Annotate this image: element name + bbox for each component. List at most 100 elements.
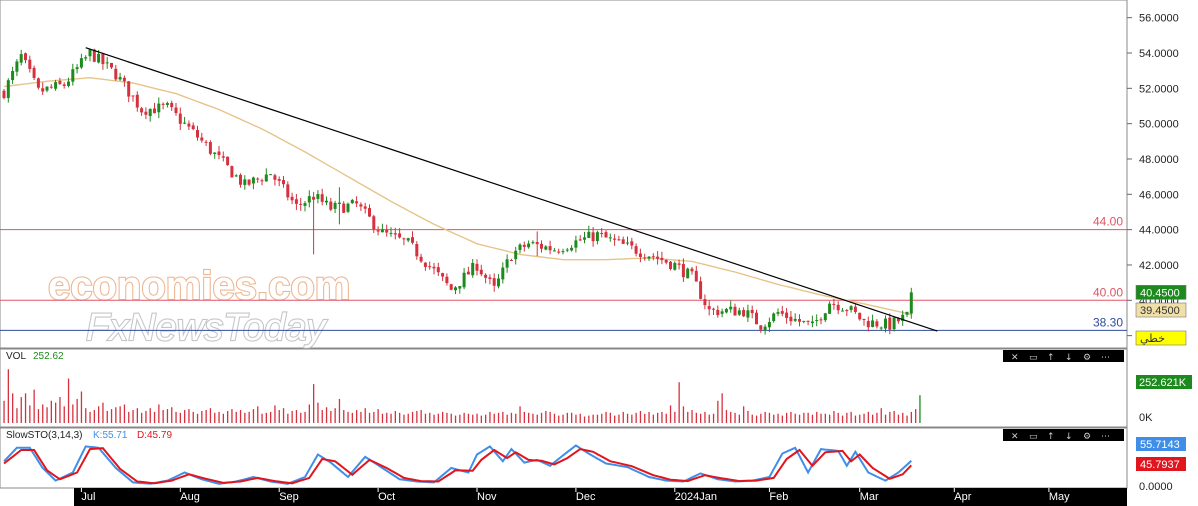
volume-bar bbox=[678, 382, 680, 423]
close-icon[interactable]: ✕ bbox=[1011, 353, 1019, 363]
volume-last-tag-label: 252.621K bbox=[1139, 377, 1187, 389]
close-icon[interactable]: ✕ bbox=[1011, 432, 1019, 442]
horizontal-levels[interactable]: 44.00 40.00 38.30 bbox=[0, 215, 1127, 331]
volume-bar bbox=[7, 369, 9, 423]
more-icon[interactable]: ⋯ bbox=[1101, 353, 1110, 363]
volume-bar bbox=[399, 412, 401, 423]
stochastic-toolbar[interactable]: ✕ ▭ ↑ ↓ ⚙ ⋯ bbox=[1003, 429, 1124, 442]
volume-bar bbox=[837, 412, 839, 423]
volume-bar bbox=[682, 406, 685, 423]
candle bbox=[312, 191, 316, 255]
candle bbox=[243, 175, 247, 190]
stochastic-panel-frame bbox=[0, 427, 1128, 489]
candle bbox=[497, 274, 500, 289]
candle bbox=[561, 248, 565, 255]
price-tick-label: 46.0000 bbox=[1139, 189, 1179, 201]
candle bbox=[58, 77, 62, 85]
candle bbox=[660, 251, 664, 265]
candle bbox=[148, 108, 152, 122]
candle bbox=[376, 226, 380, 236]
candle bbox=[471, 259, 475, 278]
volume-bar bbox=[416, 410, 418, 423]
volume-bar bbox=[596, 414, 599, 423]
candle bbox=[273, 173, 277, 186]
candle bbox=[11, 66, 15, 85]
candle bbox=[677, 259, 681, 270]
more-icon[interactable]: ⋯ bbox=[1101, 432, 1110, 442]
candle bbox=[862, 318, 866, 326]
price-panel[interactable]: 56.0000 54.0000 52.0000 50.0000 48.0000 46.00… bbox=[0, 0, 1187, 350]
candle bbox=[419, 253, 423, 263]
volume-bar bbox=[351, 412, 353, 423]
trendline[interactable] bbox=[85, 47, 938, 332]
volume-bar bbox=[915, 409, 917, 423]
candle bbox=[866, 316, 870, 332]
candle bbox=[875, 319, 879, 329]
volume-bar bbox=[635, 412, 637, 423]
volume-bar bbox=[411, 411, 414, 423]
volume-bar bbox=[631, 414, 633, 423]
price-tick-label: 52.0000 bbox=[1139, 83, 1179, 95]
volume-bar bbox=[467, 413, 470, 423]
arrow-down-icon[interactable]: ↓ bbox=[1065, 432, 1073, 442]
candle bbox=[789, 311, 793, 326]
volume-bar bbox=[50, 400, 52, 423]
volume-bar bbox=[102, 402, 104, 423]
toolbar-background bbox=[1003, 429, 1124, 441]
volume-bar bbox=[532, 413, 534, 423]
candle bbox=[269, 174, 273, 176]
arrow-up-icon[interactable]: ↑ bbox=[1047, 353, 1055, 363]
volume-bar bbox=[295, 410, 298, 423]
volume-panel[interactable]: VOL 252.62 ✕ ▭ ↑ ↓ ⚙ ⋯ 0K 252.621K bbox=[0, 348, 1192, 428]
candle bbox=[776, 308, 780, 317]
volume-bar bbox=[562, 414, 564, 423]
volume-bar bbox=[437, 413, 439, 423]
volume-bar bbox=[330, 410, 332, 423]
settings-icon[interactable]: ⚙ bbox=[1083, 353, 1091, 363]
volume-bar bbox=[687, 411, 689, 423]
volume-tick-label: 0K bbox=[1139, 412, 1153, 424]
candle bbox=[828, 301, 832, 314]
price-tick-label: 48.0000 bbox=[1139, 154, 1179, 166]
candle bbox=[557, 248, 561, 255]
volume-bar bbox=[420, 410, 422, 423]
candle bbox=[2, 88, 6, 100]
trendline-group[interactable] bbox=[85, 47, 938, 332]
candle bbox=[793, 313, 797, 322]
candle bbox=[879, 326, 883, 331]
volume-title: VOL bbox=[6, 351, 26, 362]
volume-bar bbox=[270, 411, 272, 423]
volume-bar bbox=[85, 408, 87, 423]
volume-toolbar[interactable]: ✕ ▭ ↑ ↓ ⚙ ⋯ bbox=[1003, 350, 1124, 363]
candle bbox=[475, 259, 479, 276]
stochastic-tick-label: 0.0000 bbox=[1139, 481, 1173, 493]
candle bbox=[608, 233, 612, 242]
window-icon[interactable]: ▭ bbox=[1029, 353, 1038, 363]
volume-bar bbox=[798, 414, 801, 423]
volume-bar bbox=[37, 409, 40, 423]
date-axis: Jul Aug Sep Oct Nov Dec 2024Jan Feb Mar Apr May bbox=[74, 488, 1127, 506]
volume-bar bbox=[291, 410, 293, 423]
candle bbox=[466, 266, 470, 275]
arrow-up-icon[interactable]: ↑ bbox=[1047, 432, 1055, 442]
volume-bar bbox=[867, 411, 869, 423]
arrow-down-icon[interactable]: ↓ bbox=[1065, 353, 1073, 363]
volume-bar bbox=[743, 406, 745, 423]
candle bbox=[591, 227, 595, 247]
price-tick-label: 54.0000 bbox=[1139, 48, 1179, 60]
candle bbox=[767, 317, 771, 332]
candle bbox=[746, 304, 750, 322]
volume-bar bbox=[153, 411, 156, 423]
volume-bar bbox=[162, 410, 164, 423]
candle bbox=[552, 247, 556, 252]
candle bbox=[544, 245, 548, 251]
settings-icon[interactable]: ⚙ bbox=[1083, 432, 1091, 442]
volume-bar bbox=[123, 404, 126, 423]
date-tick-label: Oct bbox=[378, 491, 395, 503]
volume-bar bbox=[816, 411, 818, 423]
volume-bar bbox=[429, 412, 431, 423]
stochastic-panel[interactable]: SlowSTO(3,14,3) K:55.71 D:45.79 ✕ ▭ ↑ ↓ ⚙ ⋯ 0… bbox=[0, 427, 1186, 493]
window-icon[interactable]: ▭ bbox=[1029, 432, 1038, 442]
volume-bar bbox=[145, 410, 147, 423]
